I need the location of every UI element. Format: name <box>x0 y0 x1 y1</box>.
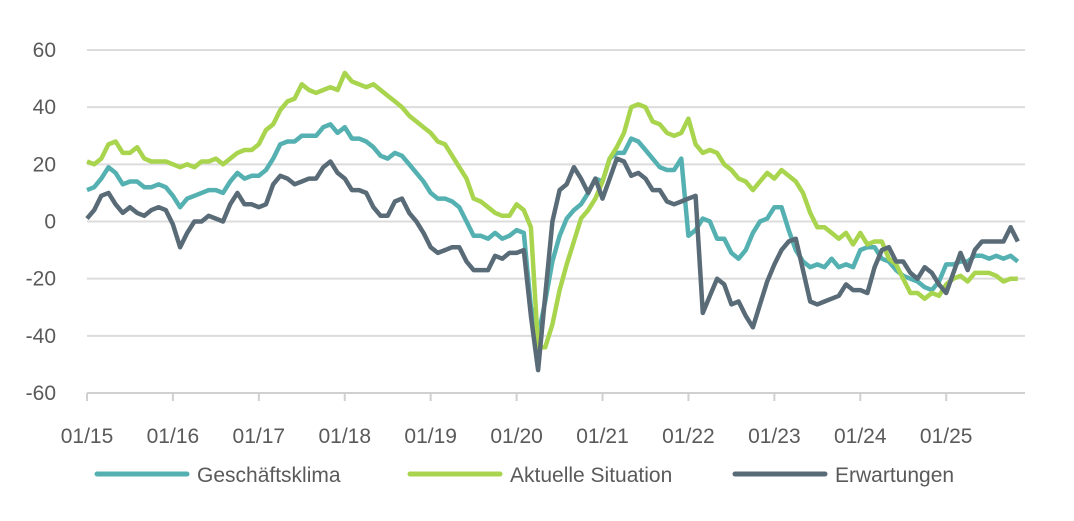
x-tick-label: 01/16 <box>147 425 200 448</box>
x-tick-label: 01/20 <box>490 425 543 448</box>
y-tick-label: 40 <box>33 96 56 119</box>
legend-item: Aktuelle Situation <box>407 464 672 487</box>
y-axis-ticks: 60 40 20 0 -20 -40 -60 <box>26 39 56 405</box>
y-tick-label: -20 <box>26 268 56 291</box>
x-axis-ticks: 01/15 01/16 01/17 01/18 01/19 01/20 01/21 01/22… <box>61 393 973 448</box>
legend-item: Geschäftsklima <box>94 464 341 487</box>
series-line-gesch-ftsklima <box>86 122 1020 339</box>
series-line-erwartungen <box>85 156 1020 373</box>
series-line-aktuelle-situation <box>86 70 1018 350</box>
y-tick-label: -40 <box>26 325 56 348</box>
x-tick-label: 01/19 <box>404 425 457 448</box>
x-tick-label: 01/17 <box>233 425 286 448</box>
y-tick-label: 0 <box>44 211 56 234</box>
legend-item: Erwartungen <box>732 464 954 487</box>
x-tick-label: 01/24 <box>834 425 887 448</box>
legend: Geschäftsklima Aktuelle Situation Erwartun… <box>94 464 954 487</box>
legend-label: Aktuelle Situation <box>510 464 672 487</box>
x-tick-label: 01/23 <box>748 425 801 448</box>
x-tick-label: 01/21 <box>576 425 629 448</box>
gridlines <box>87 49 1025 337</box>
x-tick-label: 01/22 <box>662 425 715 448</box>
legend-label: Geschäftsklima <box>197 464 341 487</box>
x-tick-label: 01/18 <box>318 425 371 448</box>
x-tick-label: 01/25 <box>920 425 973 448</box>
y-tick-label: -60 <box>26 382 56 405</box>
y-tick-label: 20 <box>33 153 56 176</box>
y-tick-label: 60 <box>33 39 56 62</box>
legend-label: Erwartungen <box>835 464 954 487</box>
x-tick-label: 01/15 <box>61 425 114 448</box>
series-lines <box>85 70 1020 373</box>
